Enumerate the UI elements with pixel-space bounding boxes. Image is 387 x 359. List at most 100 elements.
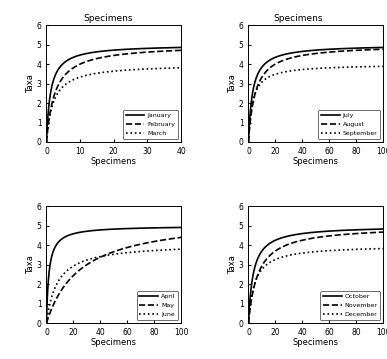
January [152, 46, 156, 50]
July [351, 46, 356, 50]
August [354, 48, 358, 52]
Line: March: March [46, 68, 181, 142]
January [103, 49, 108, 53]
March [179, 66, 183, 70]
February [179, 48, 183, 52]
August [305, 52, 310, 57]
April [137, 226, 141, 230]
April [152, 226, 156, 230]
February [58, 79, 63, 84]
September [246, 140, 251, 144]
December [260, 267, 265, 271]
Line: January: January [46, 47, 181, 142]
Line: May: May [46, 237, 181, 323]
November [301, 238, 305, 242]
September [351, 65, 356, 69]
X-axis label: Specimens: Specimens [91, 157, 137, 166]
September [260, 80, 265, 84]
December [305, 250, 310, 255]
Y-axis label: Taxa: Taxa [26, 74, 35, 93]
October [339, 228, 343, 233]
September [354, 65, 358, 69]
November [351, 232, 356, 236]
Legend: April, May, June: April, May, June [137, 292, 178, 320]
June [137, 250, 141, 254]
Line: April: April [46, 228, 181, 323]
August [246, 140, 251, 144]
April [58, 238, 63, 242]
November [305, 237, 310, 241]
May [179, 235, 183, 239]
Legend: January, February, March: January, February, March [123, 110, 178, 139]
X-axis label: Specimens: Specimens [293, 338, 339, 348]
May [58, 290, 63, 294]
June [44, 321, 49, 325]
Line: October: October [248, 229, 383, 323]
Legend: October, November, December: October, November, December [320, 292, 380, 320]
August [260, 74, 265, 79]
Line: September: September [248, 66, 383, 142]
May [137, 242, 141, 247]
June [58, 276, 63, 280]
October [354, 228, 358, 232]
March [58, 88, 63, 92]
January [58, 65, 63, 69]
June [179, 247, 183, 251]
April [103, 227, 108, 232]
May [44, 321, 49, 325]
December [381, 246, 385, 251]
July [305, 49, 310, 53]
March [137, 67, 141, 71]
September [301, 67, 305, 71]
Y-axis label: Taxa: Taxa [228, 74, 237, 93]
December [339, 248, 343, 252]
January [44, 140, 49, 144]
September [381, 64, 385, 69]
X-axis label: Specimens: Specimens [91, 338, 137, 348]
May [99, 255, 103, 259]
March [149, 67, 154, 71]
July [301, 49, 305, 53]
April [99, 228, 103, 232]
August [339, 49, 343, 53]
December [354, 247, 358, 252]
February [44, 140, 49, 144]
October [351, 228, 356, 232]
August [381, 47, 385, 51]
February [103, 55, 108, 59]
October [301, 231, 305, 236]
October [305, 231, 310, 235]
Line: June: June [46, 249, 181, 323]
Legend: July, August, September: July, August, September [319, 110, 380, 139]
July [339, 47, 343, 51]
January [99, 49, 103, 53]
April [179, 225, 183, 230]
November [260, 263, 265, 267]
Text: Specimens: Specimens [84, 14, 133, 23]
June [149, 248, 154, 253]
February [99, 56, 103, 60]
X-axis label: Specimens: Specimens [293, 157, 339, 166]
March [103, 70, 108, 74]
April [149, 226, 154, 230]
October [381, 227, 385, 231]
June [152, 248, 156, 253]
November [339, 233, 343, 237]
Y-axis label: Taxa: Taxa [26, 255, 35, 274]
July [260, 65, 265, 69]
Line: December: December [248, 248, 383, 323]
August [301, 53, 305, 57]
November [354, 232, 358, 236]
September [339, 65, 343, 70]
March [99, 70, 103, 75]
Line: August: August [248, 49, 383, 142]
March [152, 66, 156, 71]
May [149, 240, 154, 244]
July [354, 46, 358, 50]
Y-axis label: Taxa: Taxa [228, 255, 237, 274]
December [301, 251, 305, 255]
December [351, 247, 356, 252]
October [246, 321, 251, 325]
October [260, 248, 265, 253]
July [381, 45, 385, 50]
